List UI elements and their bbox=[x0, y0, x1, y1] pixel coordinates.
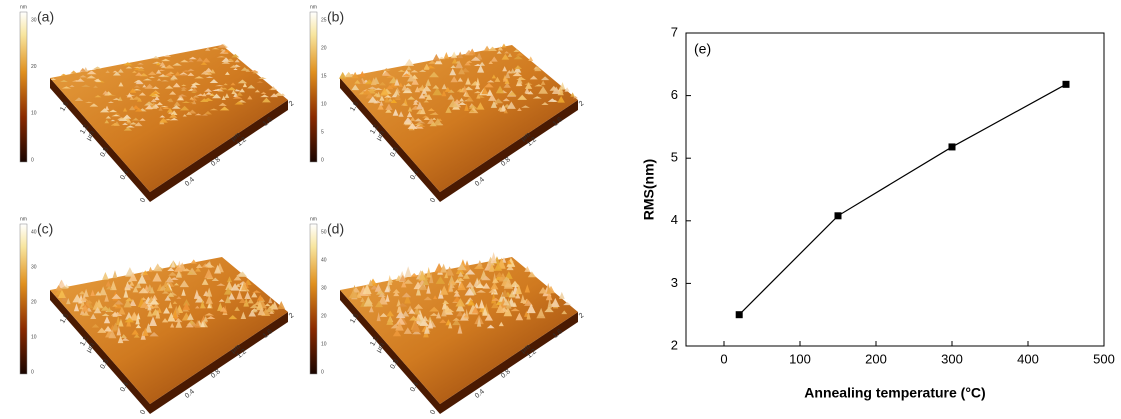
surface-peak bbox=[432, 54, 440, 61]
colorbar bbox=[310, 224, 317, 374]
x-tick-label: 500 bbox=[1093, 351, 1115, 366]
colorbar-tick-label: 20 bbox=[31, 299, 37, 305]
data-point bbox=[949, 143, 956, 150]
axis-tick-label: 0 bbox=[429, 197, 437, 204]
colorbar-unit: nm bbox=[20, 216, 27, 222]
surface-peak bbox=[491, 252, 497, 263]
panel-label: (c) bbox=[37, 221, 53, 237]
axis-tick-label: 2 bbox=[578, 100, 586, 108]
x-tick-label: 400 bbox=[1017, 351, 1039, 366]
panel-label: (d) bbox=[327, 221, 344, 237]
surface-peak bbox=[191, 259, 197, 263]
colorbar-tick-label: 40 bbox=[31, 229, 37, 235]
colorbar-tick-label: 0 bbox=[321, 157, 324, 163]
axis-tick-label: 0 bbox=[139, 409, 147, 414]
x-tick-label: 100 bbox=[789, 351, 811, 366]
y-tick-label: 3 bbox=[671, 275, 678, 290]
colorbar-tick-label: 10 bbox=[321, 341, 327, 347]
colorbar-tick-label: 10 bbox=[31, 111, 37, 117]
axis-tick-label: 0 bbox=[139, 197, 147, 204]
surface-peak bbox=[528, 56, 533, 61]
colorbar-tick-label: 30 bbox=[31, 264, 37, 270]
surface-peak bbox=[60, 74, 66, 76]
afm-panel: 0510152025nm(b)00.40.40.80.81.21.21.61.6… bbox=[310, 4, 586, 204]
afm-panel: 010203040nm(c)00.40.40.80.81.21.21.61.62… bbox=[20, 216, 296, 414]
data-line bbox=[739, 84, 1066, 314]
afm-panel: 01020304050nm(d)00.40.40.80.81.21.21.61.… bbox=[310, 216, 586, 414]
plot-frame bbox=[686, 33, 1104, 346]
colorbar-unit: nm bbox=[310, 4, 317, 10]
colorbar-tick-label: 40 bbox=[321, 257, 327, 263]
surface-peak bbox=[501, 43, 506, 47]
y-tick-label: 2 bbox=[671, 337, 678, 352]
axis-tick-label: 2 bbox=[288, 100, 296, 108]
y-tick-label: 5 bbox=[671, 150, 678, 165]
colorbar-unit: nm bbox=[20, 4, 27, 10]
afm-panel: 0102030nm(a)00.40.40.80.81.21.21.61.62µm… bbox=[20, 4, 296, 204]
y-tick-label: 4 bbox=[671, 212, 678, 227]
surface-peak bbox=[153, 263, 162, 271]
x-axis-label: Annealing temperature (°C) bbox=[804, 385, 985, 401]
surface-peak bbox=[112, 270, 117, 278]
colorbar-tick-label: 10 bbox=[321, 101, 327, 107]
y-tick-label: 6 bbox=[671, 87, 678, 102]
colorbar bbox=[310, 12, 317, 162]
surface-peak bbox=[411, 273, 418, 277]
panel-label: (a) bbox=[37, 9, 54, 25]
figure: 0102030nm(a)00.40.40.80.81.21.21.61.62µm… bbox=[0, 0, 1121, 414]
data-point bbox=[1063, 81, 1070, 88]
colorbar-tick-label: 20 bbox=[321, 45, 327, 51]
surface-peak bbox=[339, 72, 347, 79]
surface-peak bbox=[426, 267, 431, 278]
surface-peak bbox=[405, 266, 412, 277]
axis-tick-label: 2 bbox=[288, 312, 296, 320]
surface-peak bbox=[93, 67, 102, 69]
colorbar-unit: nm bbox=[310, 216, 317, 222]
colorbar-tick-label: 15 bbox=[321, 73, 327, 79]
axis-tick-label: 0 bbox=[429, 409, 437, 414]
colorbar bbox=[20, 12, 27, 162]
surface-peak bbox=[70, 70, 77, 73]
colorbar-tick-label: 25 bbox=[321, 17, 327, 23]
x-tick-label: 300 bbox=[941, 351, 963, 366]
colorbar-tick-label: 30 bbox=[31, 17, 37, 23]
colorbar-tick-label: 5 bbox=[321, 129, 324, 135]
surface-peak bbox=[102, 272, 109, 280]
x-tick-label: 0 bbox=[720, 351, 727, 366]
surface-peak bbox=[444, 52, 449, 59]
colorbar-tick-label: 10 bbox=[31, 334, 37, 340]
colorbar-tick-label: 20 bbox=[321, 313, 327, 319]
surface-peak bbox=[148, 267, 152, 272]
surface-peak bbox=[451, 51, 457, 57]
colorbar-tick-label: 50 bbox=[321, 229, 327, 235]
y-axis-label: RMS(nm) bbox=[641, 159, 657, 220]
surface-peak bbox=[153, 56, 160, 59]
surface-peak bbox=[559, 292, 565, 299]
colorbar-tick-label: 0 bbox=[31, 369, 34, 375]
y-tick-label: 7 bbox=[671, 24, 678, 39]
data-point bbox=[835, 212, 842, 219]
annotation: (e) bbox=[694, 41, 711, 57]
data-point bbox=[736, 311, 743, 318]
colorbar-tick-label: 0 bbox=[321, 369, 324, 375]
x-tick-label: 200 bbox=[865, 351, 887, 366]
colorbar-tick-label: 20 bbox=[31, 64, 37, 70]
panel-label: (b) bbox=[327, 9, 344, 25]
colorbar-tick-label: 30 bbox=[321, 285, 327, 291]
colorbar bbox=[20, 224, 27, 374]
colorbar-tick-label: 0 bbox=[31, 157, 34, 163]
surface-peak bbox=[405, 59, 415, 66]
axis-tick-label: 2 bbox=[578, 312, 586, 320]
